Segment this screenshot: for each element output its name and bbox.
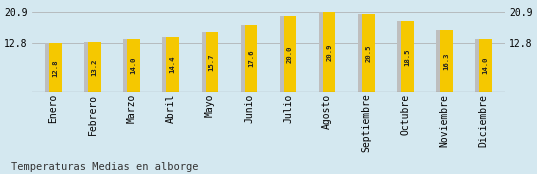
Bar: [362, 14, 374, 92]
Bar: [84, 42, 97, 92]
Bar: [49, 43, 62, 92]
Bar: [124, 39, 136, 92]
Bar: [245, 25, 257, 92]
Text: 20.5: 20.5: [365, 44, 371, 62]
Bar: [241, 25, 253, 92]
Bar: [475, 39, 488, 92]
Text: 16.3: 16.3: [444, 52, 449, 70]
Text: 20.0: 20.0: [287, 45, 293, 63]
Text: 14.0: 14.0: [130, 57, 136, 74]
Text: 15.7: 15.7: [209, 53, 215, 71]
Bar: [280, 16, 292, 92]
Bar: [206, 32, 218, 92]
Text: 17.6: 17.6: [248, 50, 254, 67]
Bar: [401, 21, 413, 92]
Bar: [323, 12, 336, 92]
Bar: [45, 43, 57, 92]
Bar: [437, 30, 449, 92]
Text: 14.0: 14.0: [483, 57, 489, 74]
Bar: [480, 39, 492, 92]
Text: 13.2: 13.2: [91, 58, 97, 76]
Bar: [163, 37, 175, 92]
Text: 12.8: 12.8: [52, 59, 59, 77]
Bar: [127, 39, 140, 92]
Bar: [397, 21, 410, 92]
Text: Temperaturas Medias en alborge: Temperaturas Medias en alborge: [11, 162, 198, 172]
Bar: [284, 16, 296, 92]
Text: 18.5: 18.5: [404, 48, 410, 66]
Bar: [358, 14, 371, 92]
Text: 20.9: 20.9: [326, 44, 332, 61]
Bar: [201, 32, 214, 92]
Bar: [319, 12, 331, 92]
Bar: [88, 42, 100, 92]
Bar: [166, 37, 179, 92]
Bar: [440, 30, 453, 92]
Text: 14.4: 14.4: [170, 56, 176, 73]
